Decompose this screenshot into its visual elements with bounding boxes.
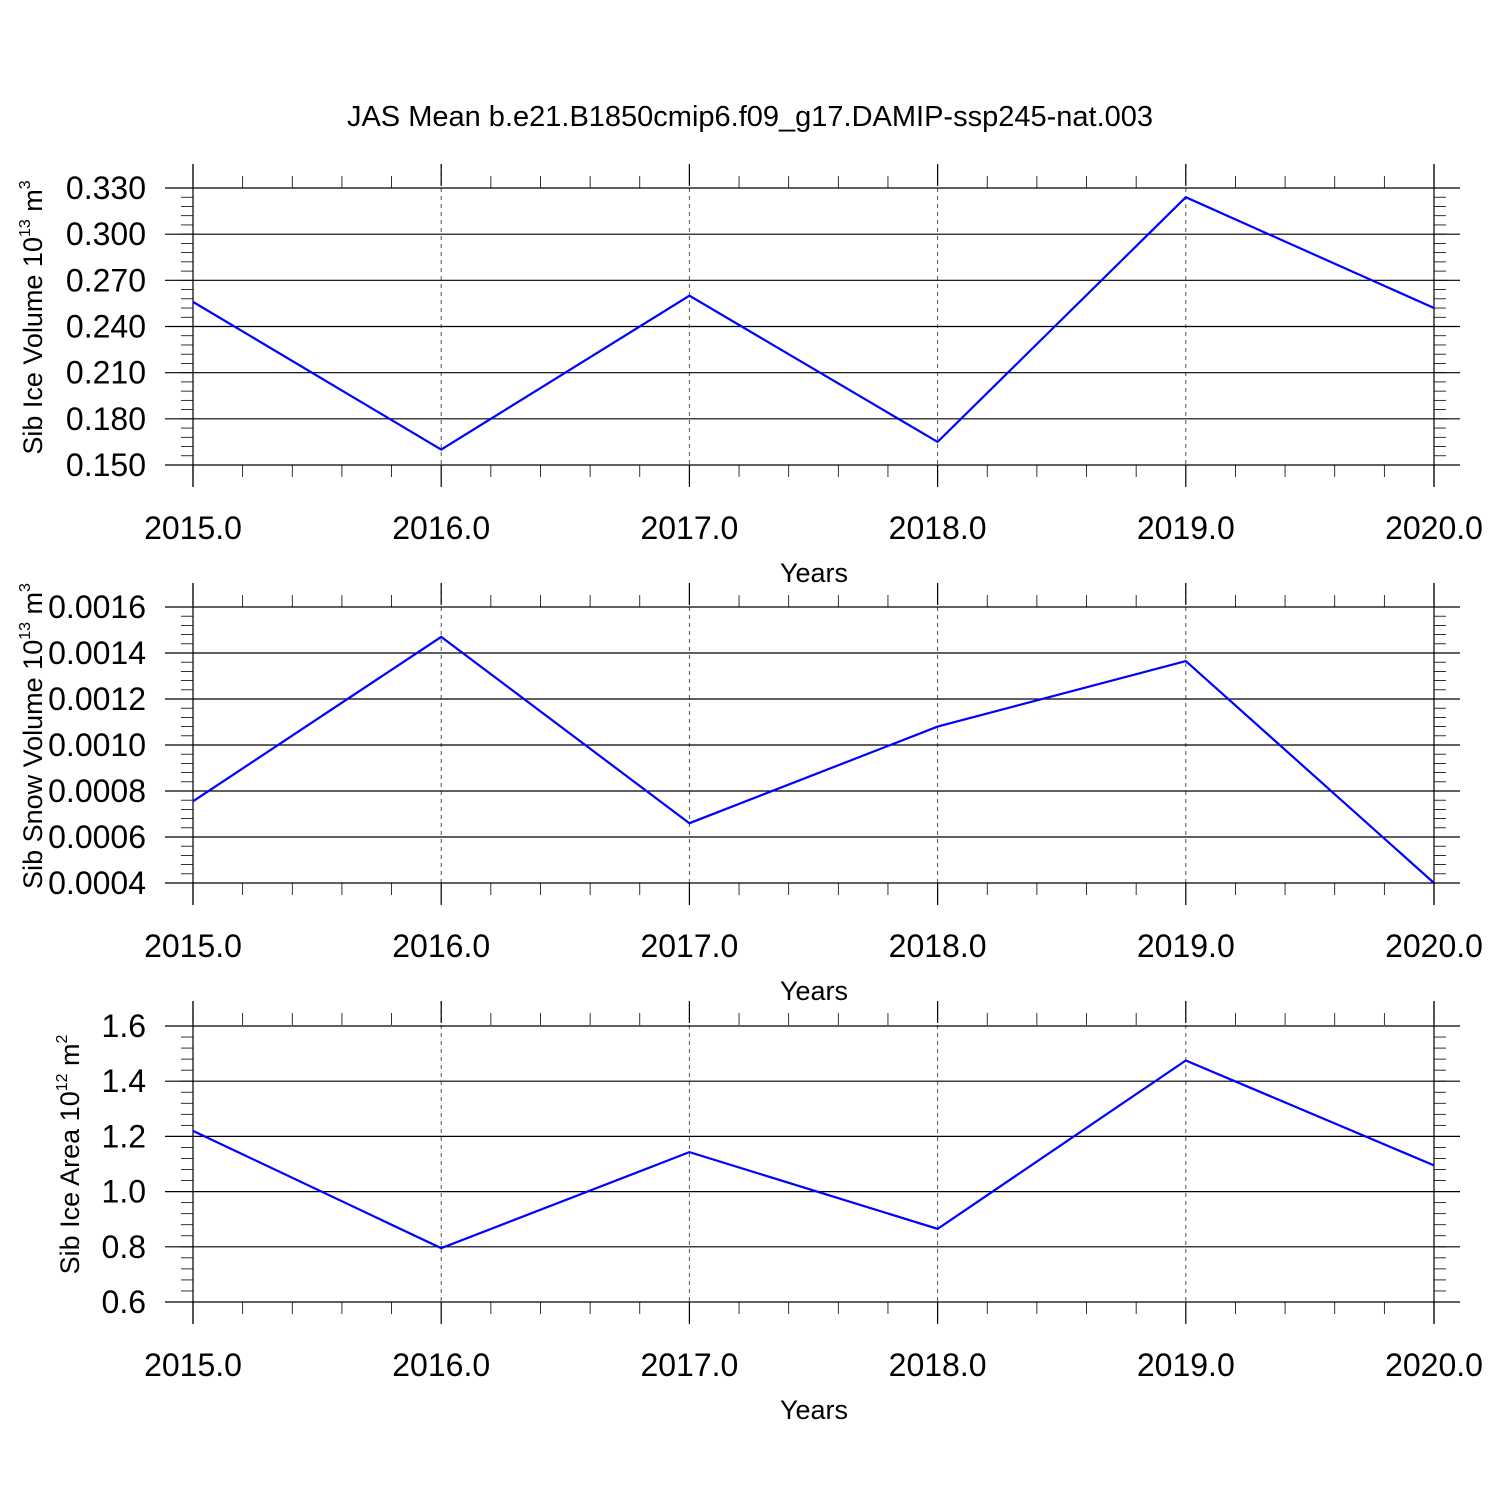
panel-2: 0.0004 0.0006 0.0008 0.0010 0.0012 0.0014 0.00… (17, 583, 1483, 1006)
y-tick-label: 0.0012 (48, 681, 146, 717)
y-tick-label: 0.330 (66, 170, 146, 206)
y-tick-label: 0.180 (66, 401, 146, 437)
x-tick-label: 2017.0 (640, 510, 738, 546)
x-tick-label: 2016.0 (392, 510, 490, 546)
y-axis-title: Sib Ice Area 1012 m2 (54, 1034, 85, 1274)
x-tick-label: 2015.0 (144, 510, 242, 546)
x-tick-label: 2018.0 (889, 928, 987, 964)
y-axis-title: Sib Ice Volume 1013 m3 (17, 180, 48, 454)
y-tick-label: 0.300 (66, 216, 146, 252)
x-tick-label: 2018.0 (889, 510, 987, 546)
x-tick-label: 2015.0 (144, 928, 242, 964)
x-tick-label: 2019.0 (1137, 928, 1235, 964)
y-tick-label: 0.270 (66, 262, 146, 298)
x-tick-label: 2020.0 (1385, 510, 1483, 546)
y-tick-label: 0.240 (66, 309, 146, 345)
y-tick-label: 0.0006 (48, 819, 146, 855)
x-tick-label: 2017.0 (640, 928, 738, 964)
x-tick-label: 2016.0 (392, 928, 490, 964)
y-tick-label: 1.2 (102, 1118, 146, 1154)
panel-1: 0.150 0.180 0.210 0.240 0.270 0.300 0.330 2015.… (17, 164, 1483, 588)
y-tick-label: 0.0004 (48, 865, 146, 901)
x-tick-label: 2020.0 (1385, 928, 1483, 964)
y-axis-title: Sib Snow Volume 1013 m3 (17, 583, 48, 889)
x-axis-title: Years (780, 976, 848, 1006)
panel-3: 0.6 0.8 1.0 1.2 1.4 1.6 2015.0 2016.0 2017.0 2018… (54, 1001, 1483, 1425)
y-tick-label: 0.0008 (48, 773, 146, 809)
y-tick-label: 0.150 (66, 447, 146, 483)
series-line (192, 195, 1435, 451)
x-axis-title: Years (780, 1395, 848, 1425)
main-title: JAS Mean b.e21.B1850cmip6.f09_g17.DAMIP-… (347, 101, 1153, 133)
y-tick-label: 0.8 (102, 1229, 146, 1265)
x-tick-label: 2017.0 (640, 1347, 738, 1383)
y-tick-label: 0.6 (102, 1284, 146, 1320)
y-tick-label: 0.0014 (48, 635, 146, 671)
y-tick-label: 1.0 (102, 1174, 146, 1210)
y-tick-label: 0.210 (66, 355, 146, 391)
x-axis-title: Years (780, 558, 848, 588)
x-tick-label: 2015.0 (144, 1347, 242, 1383)
y-tick-label: 1.4 (102, 1063, 146, 1099)
x-tick-label: 2016.0 (392, 1347, 490, 1383)
chart-panels: 0.150 0.180 0.210 0.240 0.270 0.300 0.330 2015.… (17, 164, 1483, 1425)
x-tick-label: 2018.0 (889, 1347, 987, 1383)
y-tick-label: 1.6 (102, 1008, 146, 1044)
y-tick-label: 0.0016 (48, 589, 146, 625)
x-tick-label: 2020.0 (1385, 1347, 1483, 1383)
series-line (192, 635, 1435, 884)
x-tick-label: 2019.0 (1137, 510, 1235, 546)
series-line (192, 1059, 1435, 1250)
x-tick-label: 2019.0 (1137, 1347, 1235, 1383)
y-tick-label: 0.0010 (48, 727, 146, 763)
